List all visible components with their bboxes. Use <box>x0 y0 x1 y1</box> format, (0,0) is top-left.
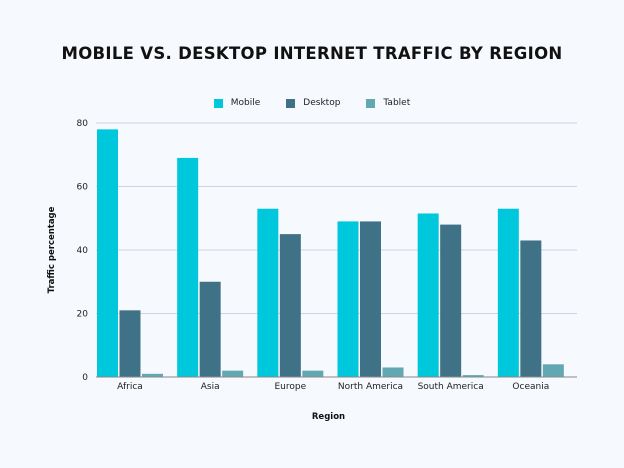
bar-tablet <box>382 367 404 377</box>
bar-mobile <box>417 213 439 377</box>
bar-desktop <box>119 310 141 377</box>
x-tick-label: Europe <box>275 382 307 392</box>
legend-label: Desktop <box>303 98 341 108</box>
bar-desktop <box>520 240 542 377</box>
legend-swatch <box>213 98 223 108</box>
bar-desktop <box>279 234 301 377</box>
bar-desktop <box>199 281 221 377</box>
x-tick-label: Africa <box>117 382 143 392</box>
bar-mobile <box>497 208 519 377</box>
legend-swatch <box>286 98 296 108</box>
y-tick-label: 60 <box>77 183 89 193</box>
bar-desktop <box>440 224 462 377</box>
chart-title: MOBILE VS. DESKTOP INTERNET TRAFFIC BY R… <box>61 44 563 63</box>
bar-mobile <box>177 157 199 377</box>
legend-label: Tablet <box>383 98 411 108</box>
x-tick-label: North America <box>338 382 403 392</box>
legend-swatch <box>366 98 376 108</box>
bar-tablet <box>542 364 564 377</box>
legend: Mobile Desktop Tablet <box>0 98 624 108</box>
x-tick-label: South America <box>418 382 484 392</box>
legend-label: Mobile <box>230 98 261 108</box>
y-tick-label: 0 <box>82 373 88 383</box>
bar-mobile <box>97 129 118 377</box>
legend-item: Tablet <box>366 98 410 108</box>
y-tick-label: 40 <box>77 246 89 256</box>
bar-mobile <box>337 221 359 377</box>
legend-item: Mobile <box>213 98 261 108</box>
legend-item: Desktop <box>286 98 340 108</box>
x-axis-label: Region <box>312 412 345 422</box>
bar-mobile <box>257 208 279 377</box>
bar-tablet <box>222 370 244 377</box>
x-tick-label: Oceania <box>512 382 549 392</box>
bar-desktop <box>360 221 381 377</box>
bar-tablet <box>302 370 324 377</box>
bar-tablet <box>462 375 484 377</box>
y-tick-label: 20 <box>77 310 89 320</box>
y-tick-label: 80 <box>77 119 89 129</box>
bar-tablet <box>142 373 163 377</box>
x-tick-label: Asia <box>201 382 220 392</box>
y-axis-label: Traffic percentage <box>47 206 57 293</box>
